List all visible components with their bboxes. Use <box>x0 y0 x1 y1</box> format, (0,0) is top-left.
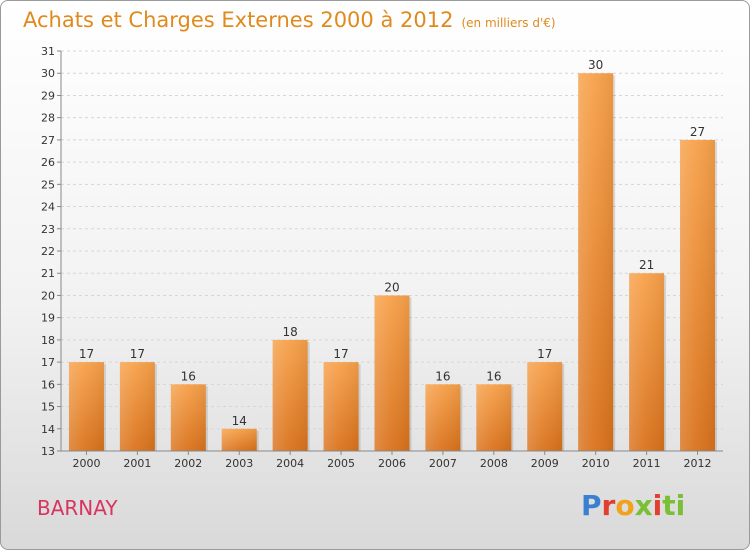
y-tick-label: 25 <box>41 178 55 191</box>
bar-value-label: 14 <box>232 414 247 428</box>
bar-shine <box>527 362 563 451</box>
x-tick-label: 2006 <box>378 457 406 470</box>
x-tick-label: 2000 <box>72 457 100 470</box>
bar-value-label: 17 <box>130 347 145 361</box>
y-tick-label: 16 <box>41 378 55 391</box>
bar-shine <box>425 384 461 451</box>
logo-letter: x <box>634 489 653 522</box>
x-tick-label: 2007 <box>429 457 457 470</box>
bar-shine <box>68 362 104 451</box>
bar-value-label: 16 <box>435 369 450 383</box>
bar-shine <box>119 362 155 451</box>
y-tick-label: 31 <box>41 45 55 58</box>
bar-value-label: 30 <box>588 58 603 72</box>
x-tick-label: 2010 <box>582 457 610 470</box>
x-tick-label: 2005 <box>327 457 355 470</box>
bar-shine <box>272 339 308 451</box>
logo-letter: o <box>615 489 635 522</box>
y-tick-label: 21 <box>41 267 55 280</box>
y-tick-label: 22 <box>41 245 55 258</box>
proxiti-logo: Proxiti <box>581 489 685 522</box>
x-tick-label: 2001 <box>123 457 151 470</box>
y-tick-label: 24 <box>41 201 55 214</box>
bar-shine <box>578 73 614 451</box>
x-tick-label: 2004 <box>276 457 304 470</box>
bars: 17 17 16 14 18 17 20 16 16 17 30 21 27 <box>68 58 718 451</box>
logo-letter: P <box>581 489 602 522</box>
logo-letter: ti <box>662 489 686 522</box>
x-tick-label: 2012 <box>684 457 712 470</box>
y-tick-label: 14 <box>41 423 55 436</box>
y-tick-label: 19 <box>41 312 55 325</box>
y-tick-label: 28 <box>41 112 55 125</box>
y-tick-label: 15 <box>41 401 55 414</box>
x-tick-label: 2009 <box>531 457 559 470</box>
y-tick-label: 18 <box>41 334 55 347</box>
bar-value-label: 17 <box>537 347 552 361</box>
bar-value-label: 21 <box>639 258 654 272</box>
bar-shine <box>170 384 206 451</box>
y-tick-label: 13 <box>41 445 55 458</box>
y-tick-label: 20 <box>41 289 55 302</box>
x-tick-label: 2008 <box>480 457 508 470</box>
bar-shine <box>680 139 716 451</box>
location-name: BARNAY <box>37 496 118 520</box>
bar-shine <box>629 273 665 451</box>
y-tick-label: 30 <box>41 67 55 80</box>
y-axis: 13 14 15 16 17 18 19 20 21 22 23 24 25 26 27 28 29 30 31 <box>41 45 62 458</box>
x-tick-label: 2011 <box>633 457 661 470</box>
chart-unit: (en milliers d'€) <box>461 16 556 30</box>
x-tick-label: 2003 <box>225 457 253 470</box>
y-tick-label: 26 <box>41 156 55 169</box>
y-tick-label: 29 <box>41 89 55 102</box>
x-axis: 2000 2001 2002 2003 2004 2005 2006 2007 2008 2009… <box>61 450 723 470</box>
y-tick-label: 27 <box>41 134 55 147</box>
logo-letter: i <box>652 489 663 522</box>
bar-value-label: 20 <box>384 280 399 294</box>
bar-shine <box>323 362 359 451</box>
bar-value-label: 18 <box>283 325 298 339</box>
x-tick-label: 2002 <box>174 457 202 470</box>
bar-shine <box>476 384 512 451</box>
bar-value-label: 17 <box>333 347 348 361</box>
bar-shine <box>374 295 410 451</box>
chart-title-text: Achats et Charges Externes 2000 à 2012 <box>23 8 454 32</box>
logo-letter: r <box>601 489 616 522</box>
y-tick-label: 17 <box>41 356 55 369</box>
bar-value-label: 17 <box>79 347 94 361</box>
chart-title: Achats et Charges Externes 2000 à 2012 (e… <box>23 8 556 32</box>
bar-shine <box>221 428 257 451</box>
bar-value-label: 27 <box>690 125 705 139</box>
y-tick-label: 23 <box>41 223 55 236</box>
bar-value-label: 16 <box>181 369 196 383</box>
bar-value-label: 16 <box>486 369 501 383</box>
